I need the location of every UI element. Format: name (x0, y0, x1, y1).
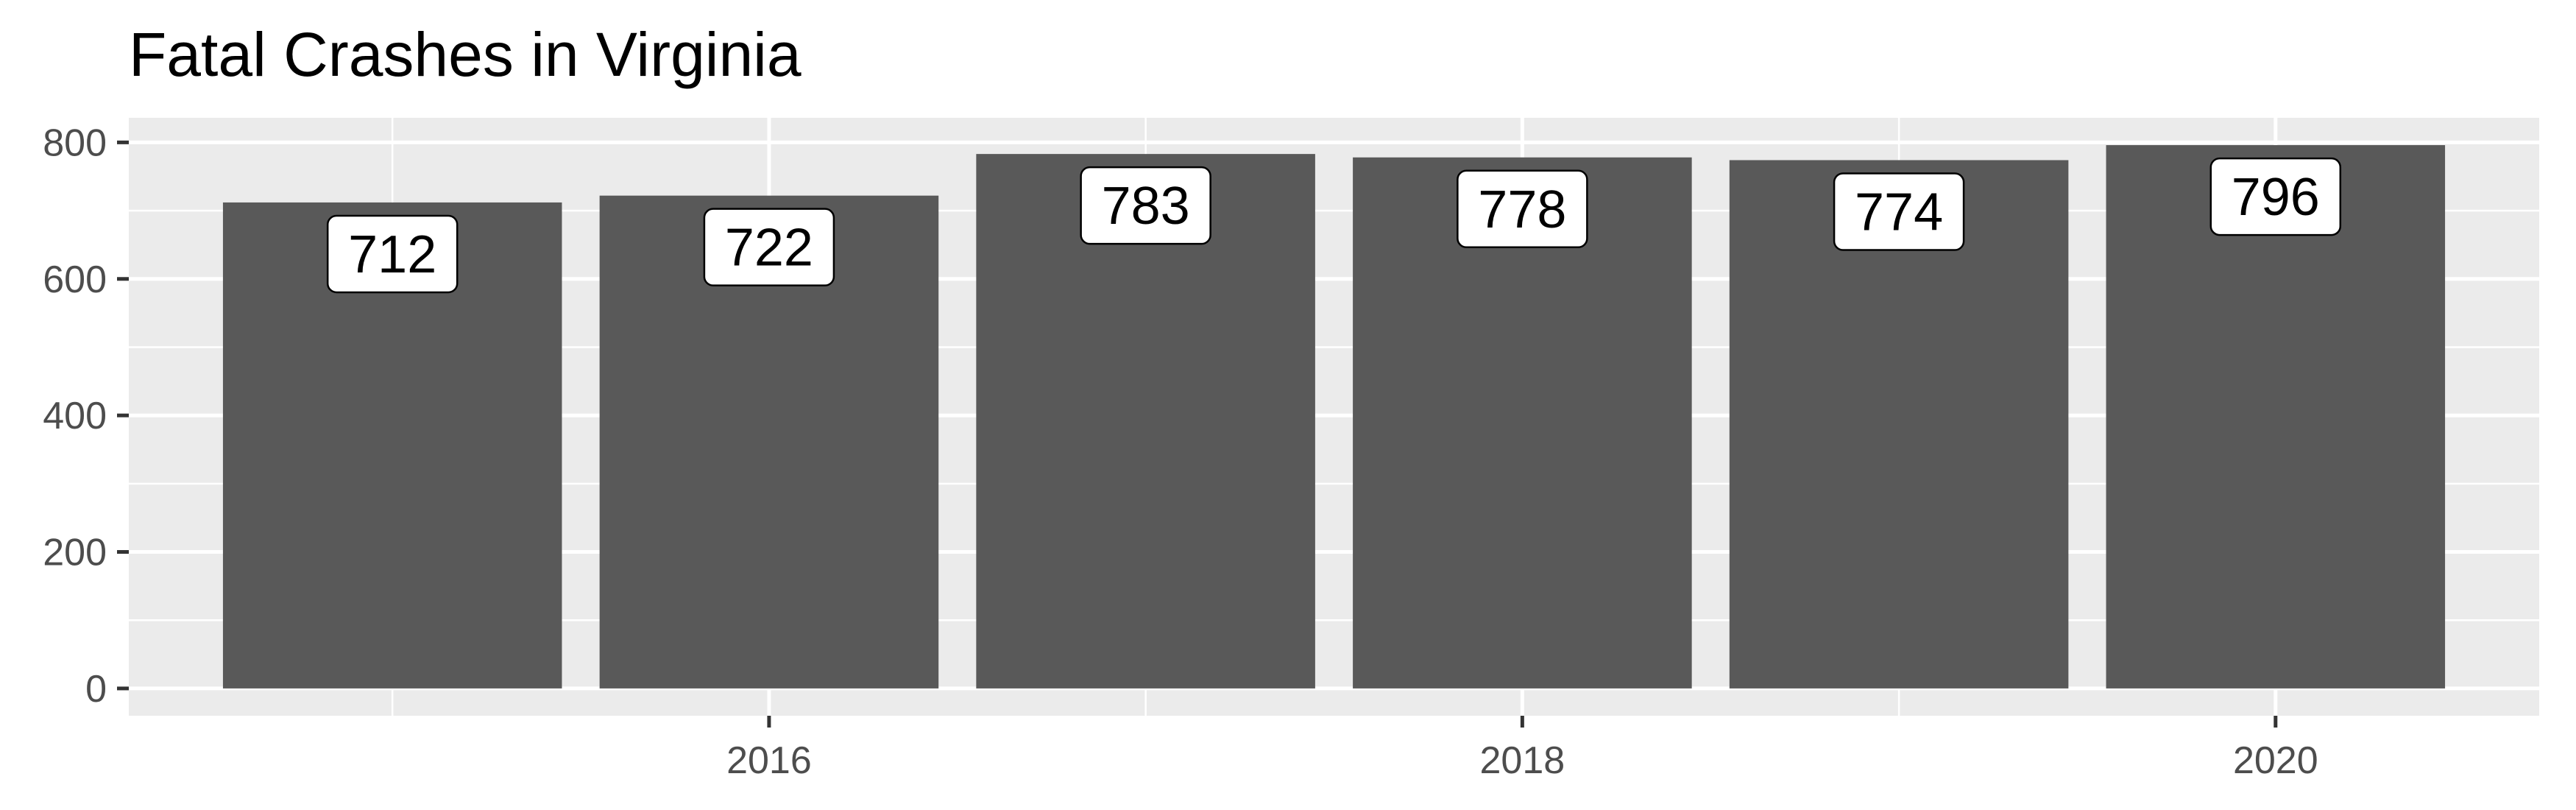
chart-title: Fatal Crashes in Virginia (129, 20, 802, 89)
data-label: 778 (1457, 171, 1587, 247)
data-label-text: 783 (1102, 177, 1190, 236)
x-tick-label: 2016 (726, 739, 812, 782)
y-tick-label: 600 (43, 258, 107, 301)
data-label: 796 (2211, 158, 2340, 235)
data-label: 774 (1834, 173, 1964, 250)
data-label-text: 778 (1478, 180, 1566, 239)
data-label-text: 796 (2232, 168, 2320, 227)
x-tick-label: 2020 (2233, 739, 2318, 782)
data-label: 722 (704, 209, 834, 286)
x-tick-label: 2018 (1480, 739, 1565, 782)
data-label: 712 (328, 216, 457, 292)
data-label-text: 774 (1855, 183, 1943, 242)
y-tick-label: 800 (43, 122, 107, 164)
y-tick-label: 400 (43, 395, 107, 437)
y-tick-label: 0 (85, 668, 107, 711)
data-label-text: 712 (348, 225, 436, 284)
y-tick-label: 200 (43, 532, 107, 574)
data-label: 783 (1081, 167, 1211, 244)
data-label-text: 722 (725, 219, 813, 278)
